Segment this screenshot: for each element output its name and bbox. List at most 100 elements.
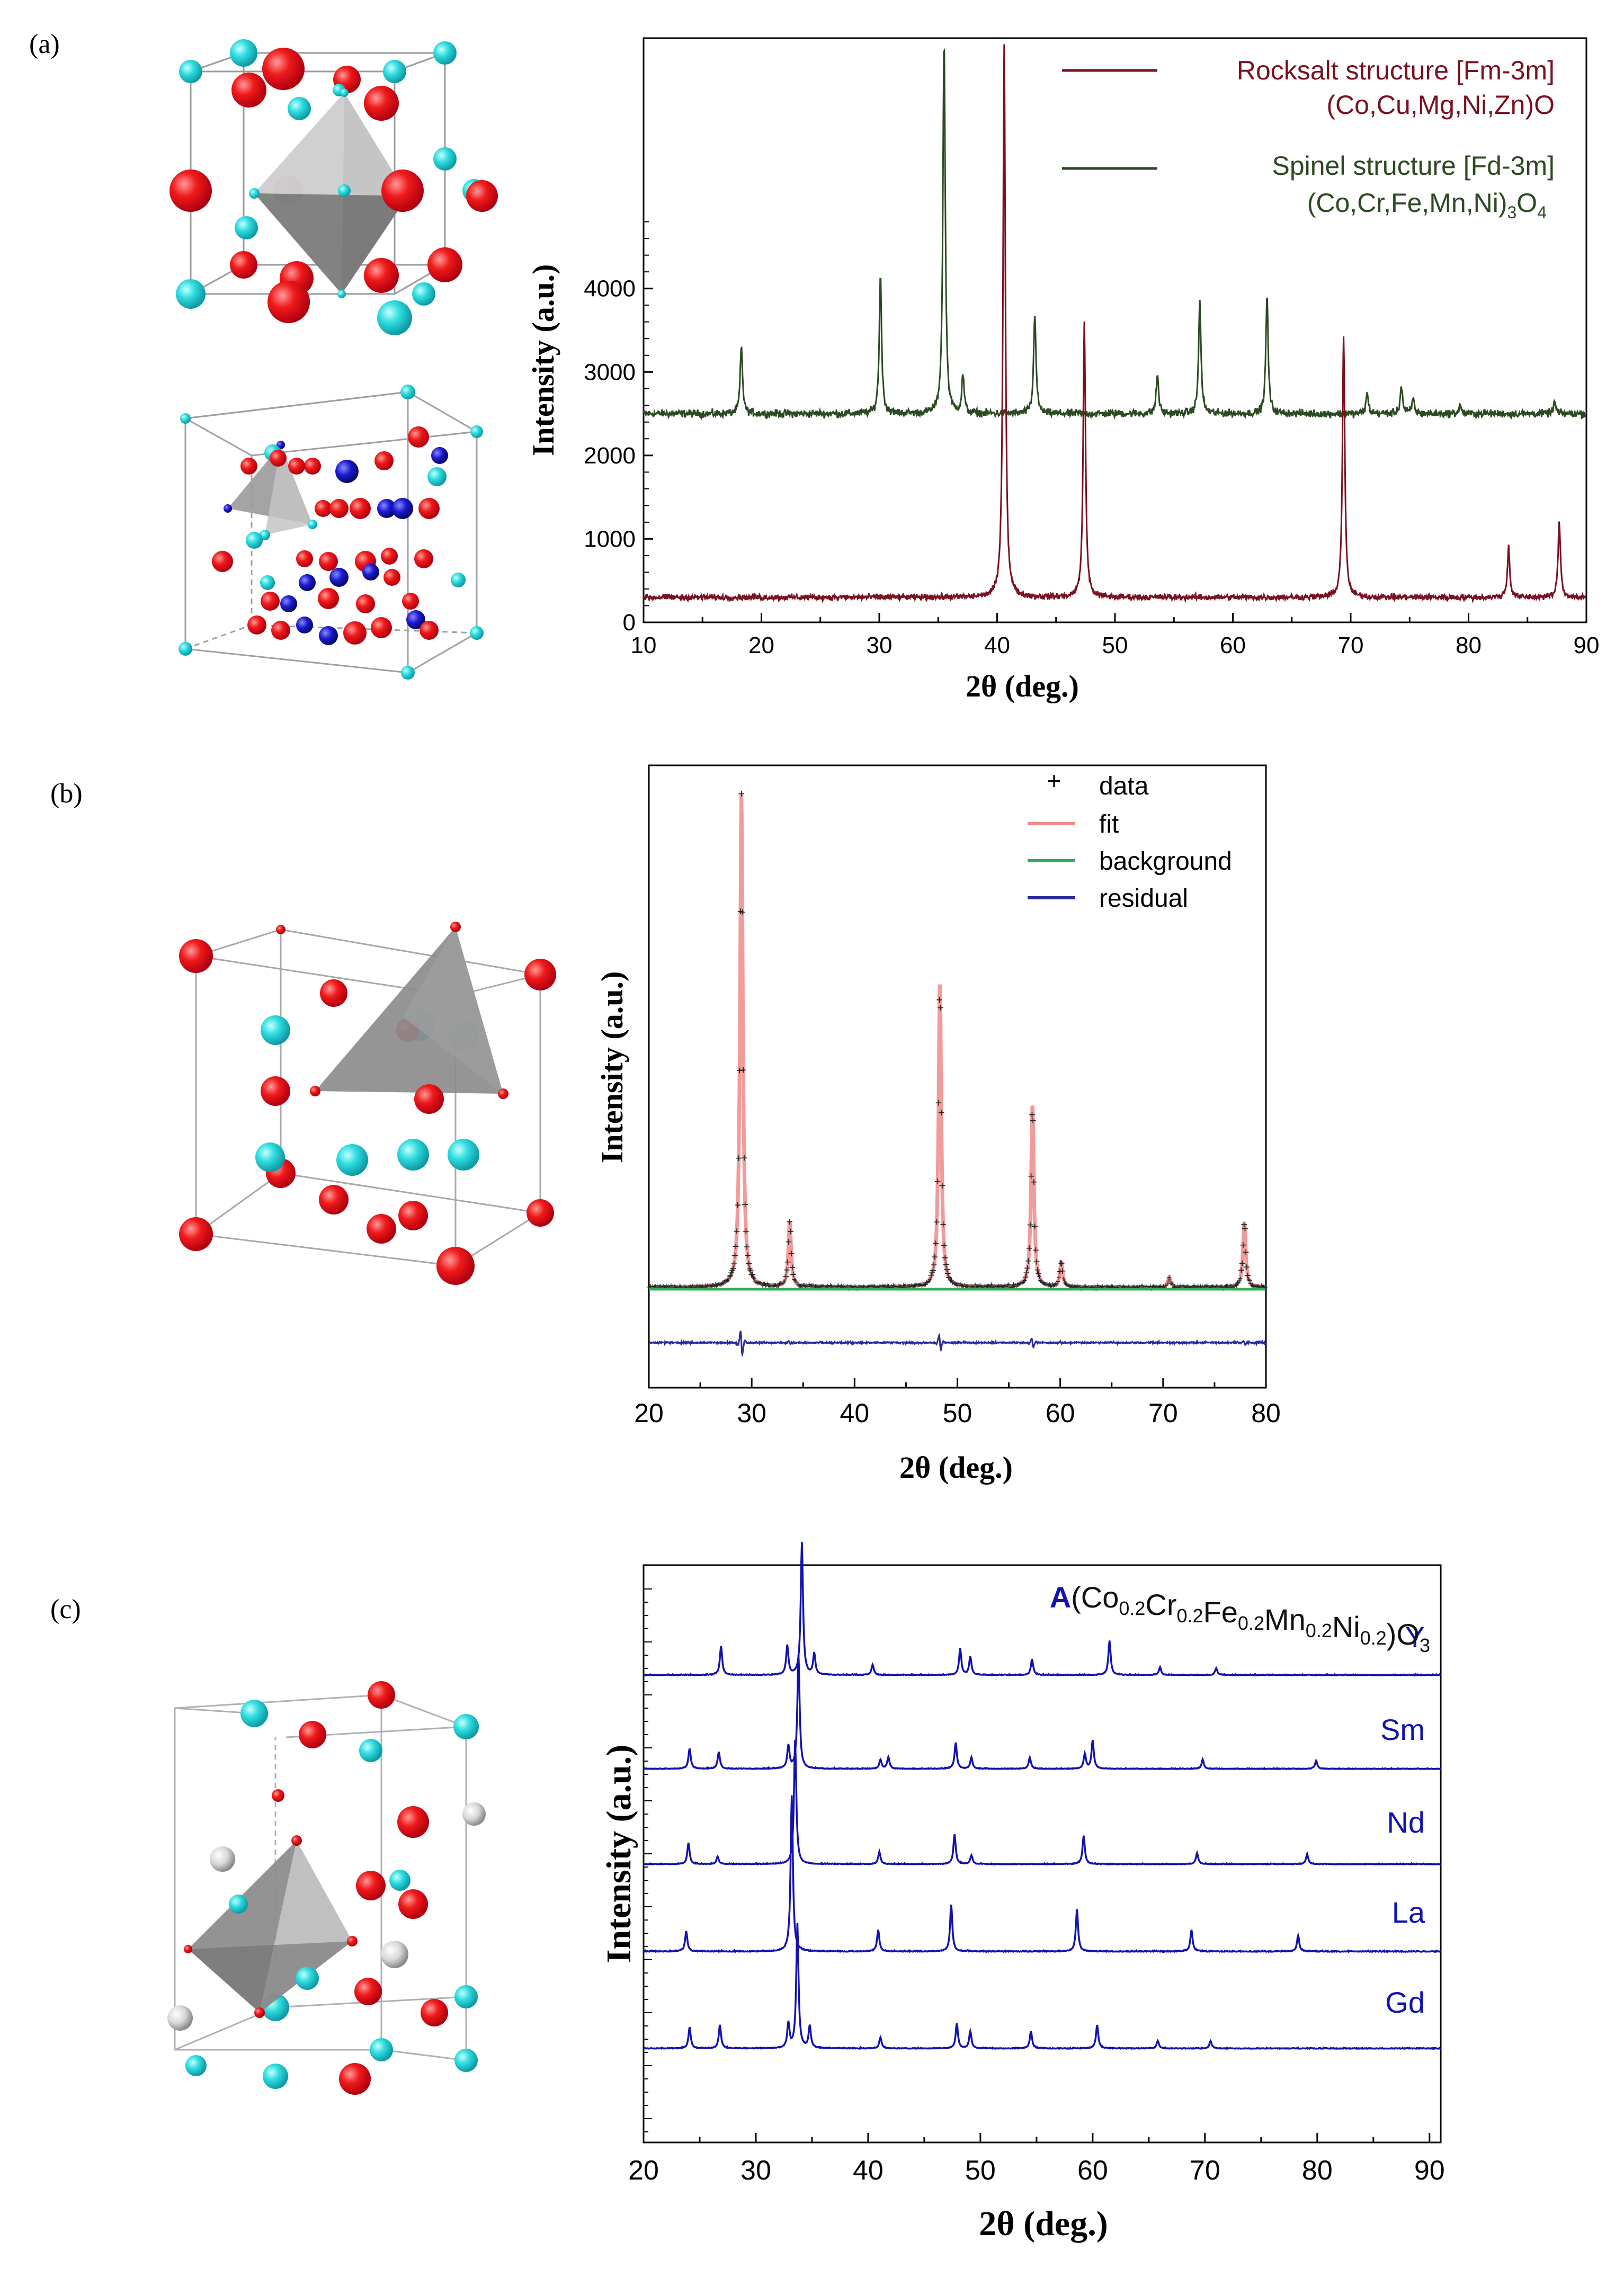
plot-frame — [643, 37, 1587, 623]
data-point: + — [1256, 1283, 1261, 1292]
data-point: + — [882, 1282, 887, 1291]
data-point: + — [1236, 1279, 1241, 1288]
cation-atom — [412, 282, 435, 306]
data-point: + — [905, 1282, 909, 1291]
data-point: + — [749, 1268, 756, 1281]
cation-atom — [448, 1139, 479, 1171]
data-point: + — [804, 1281, 808, 1290]
data-point: + — [1209, 1283, 1214, 1292]
data-point: + — [908, 1283, 913, 1292]
data-point: + — [730, 1262, 737, 1275]
data-point: + — [672, 1282, 677, 1291]
data-point: + — [1244, 1269, 1251, 1282]
data-point: + — [779, 1280, 783, 1289]
cation-atom — [427, 467, 447, 486]
data-point: + — [913, 1281, 918, 1290]
data-point: + — [975, 1283, 980, 1292]
oxygen-atom — [414, 549, 433, 568]
data-point: + — [1253, 1282, 1257, 1291]
data-point: + — [995, 1283, 1000, 1292]
data-point: + — [1075, 1282, 1079, 1291]
data-point: + — [1009, 1283, 1014, 1292]
cation-atom-blue — [362, 564, 379, 581]
data-point: + — [1161, 1282, 1166, 1291]
data-point: + — [1049, 1283, 1054, 1292]
series-label-Sm: Sm — [1380, 1713, 1425, 1746]
data-point: + — [971, 1283, 976, 1292]
cation-atom — [337, 290, 346, 298]
data-point: + — [917, 1281, 922, 1290]
data-point: + — [1048, 1282, 1053, 1291]
data-point: + — [795, 1279, 799, 1288]
data-point: + — [773, 1281, 778, 1290]
data-point: + — [1026, 1242, 1033, 1255]
data-point: + — [677, 1282, 682, 1291]
data-point: + — [1018, 1279, 1022, 1288]
chart-c: 20 30 40 50 60 70 80 90 Y Sm Nd La Gd A(Co0.2Cr0.2F… — [600, 1542, 1445, 2243]
data-point: + — [994, 1282, 999, 1291]
chart-a: 10 20 30 40 50 60 70 80 90 0 1000 2000 3000 4000 Rock… — [526, 37, 1599, 703]
cation-atom-blue — [299, 574, 316, 591]
data-point: + — [727, 1269, 734, 1282]
y-tick-label: 1000 — [584, 526, 636, 552]
data-point: + — [811, 1282, 816, 1291]
data-point: + — [1262, 1283, 1266, 1292]
rocksalt-series-line — [643, 44, 1587, 604]
data-point: + — [807, 1281, 811, 1290]
data-point: + — [996, 1282, 1001, 1291]
oxygen-atom — [524, 959, 556, 990]
data-point: + — [1024, 1261, 1031, 1274]
oxygen-atom — [261, 1076, 290, 1106]
cation-atom-blue — [406, 610, 425, 629]
data-point: + — [784, 1255, 791, 1269]
data-point: + — [968, 1282, 972, 1291]
data-point: + — [1046, 1280, 1050, 1289]
data-point: + — [1104, 1282, 1109, 1291]
data-point: + — [865, 1283, 870, 1292]
cation-atom-blue — [329, 568, 349, 587]
data-point: + — [1010, 1282, 1015, 1291]
data-point: + — [1229, 1282, 1234, 1291]
data-point: + — [838, 1283, 843, 1292]
data-point: + — [906, 1282, 911, 1291]
data-point: + — [824, 1283, 829, 1292]
oxygen-atom — [179, 1217, 213, 1251]
data-point: + — [1067, 1282, 1072, 1291]
a-site-atom — [210, 1846, 235, 1872]
data-point: + — [656, 1283, 661, 1292]
data-point: + — [1121, 1282, 1126, 1291]
cation-atom — [454, 1985, 478, 2008]
data-point: + — [720, 1279, 725, 1288]
data-point: + — [934, 1175, 941, 1188]
octahedron — [188, 1841, 352, 2013]
data-point: + — [802, 1281, 807, 1290]
data-point: + — [1055, 1280, 1059, 1289]
oxygen-atom — [271, 621, 290, 640]
cation-atom-blue — [280, 595, 297, 612]
data-point: + — [828, 1281, 833, 1290]
oxygen-atom — [272, 1789, 284, 1802]
cation-atom — [179, 60, 202, 83]
data-point: + — [1156, 1283, 1161, 1292]
data-point: + — [915, 1281, 920, 1290]
data-point: + — [1100, 1282, 1105, 1291]
data-point: + — [1039, 1277, 1043, 1286]
data-point: + — [670, 1283, 674, 1292]
data-point: + — [1067, 1282, 1072, 1291]
data-point: + — [1238, 1274, 1243, 1283]
data-point: + — [756, 1279, 761, 1288]
data-point: + — [764, 1281, 769, 1290]
data-point: + — [1192, 1283, 1197, 1292]
data-point: + — [721, 1279, 726, 1288]
series-label-Gd: Gd — [1385, 1986, 1425, 2019]
data-point: + — [738, 787, 745, 800]
data-point: + — [1057, 1256, 1064, 1270]
data-point: + — [881, 1282, 886, 1291]
data-point: + — [1248, 1280, 1253, 1289]
data-point: + — [693, 1283, 698, 1292]
y-tick-label: 4000 — [584, 276, 636, 302]
oxygen-atom — [466, 180, 498, 212]
data-point: + — [735, 1151, 742, 1165]
data-point: + — [1025, 1254, 1032, 1267]
data-point: + — [793, 1277, 798, 1286]
